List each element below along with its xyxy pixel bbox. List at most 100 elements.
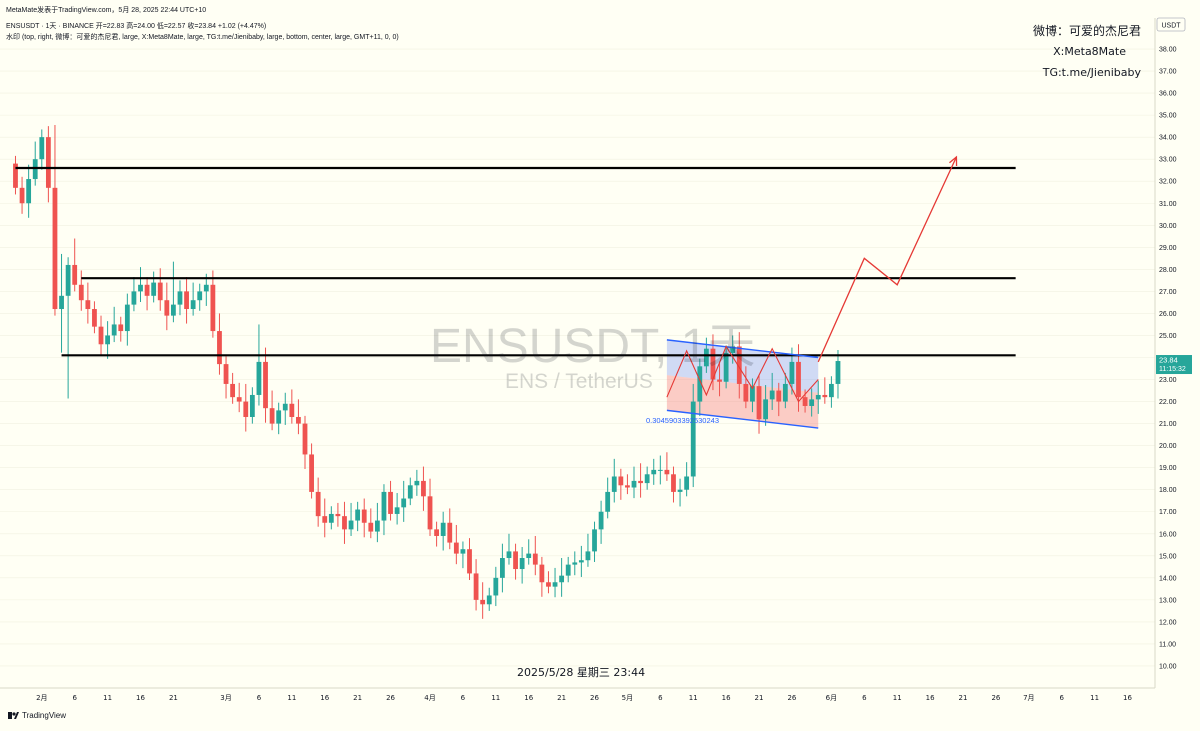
candle-body <box>822 394 828 398</box>
candle-body <box>657 469 663 471</box>
time-tick-label: 6月 <box>826 694 837 702</box>
candle-body <box>625 485 630 488</box>
candle-body <box>342 516 347 530</box>
candle-body <box>434 529 439 536</box>
candle-body <box>217 331 222 365</box>
time-tick-label: 2月 <box>36 694 47 702</box>
channel-lines <box>666 339 819 429</box>
candle-body <box>249 394 255 417</box>
candle-body <box>611 476 617 492</box>
candle-body <box>690 401 696 477</box>
candle-body <box>407 485 413 499</box>
candle-body <box>480 599 486 605</box>
candle-body <box>421 480 426 497</box>
candle-body <box>157 282 163 301</box>
candle-body <box>565 564 571 576</box>
tradingview-logo[interactable]: TradingView <box>8 711 66 720</box>
candle-body <box>302 423 308 455</box>
time-tick-label: 11 <box>491 694 500 702</box>
price-tick-label: 27.00 <box>1159 289 1177 296</box>
projection-arrowhead <box>949 155 958 166</box>
price-tick-label: 23.00 <box>1159 377 1177 384</box>
candle-body <box>124 304 130 332</box>
candle-body <box>743 383 749 402</box>
price-axis[interactable]: 10.00 11.00 12.00 13.00 14.00 15.00 16.00 17.00… <box>1159 47 1177 671</box>
candle-body <box>263 361 268 409</box>
time-tick-label: 16 <box>926 694 935 702</box>
candle-body <box>789 361 795 384</box>
candle-body <box>78 284 84 301</box>
candle-body <box>335 513 341 517</box>
price-tick-label: 25.00 <box>1159 333 1177 340</box>
price-tick-label: 29.00 <box>1159 245 1177 252</box>
candle-body <box>440 522 446 536</box>
candle-body <box>151 282 157 296</box>
time-tick-label: 11 <box>893 694 902 702</box>
candle-body <box>276 410 282 424</box>
currency-label: USDT <box>1161 23 1181 30</box>
zigzag-line <box>666 345 819 403</box>
candle-body <box>513 551 518 570</box>
projection-path <box>817 156 958 363</box>
candle-body <box>552 582 558 587</box>
candle-body <box>644 474 650 484</box>
candle-body <box>118 324 124 332</box>
candle-body <box>388 491 393 514</box>
candle-body <box>39 137 45 160</box>
candle-body <box>730 346 736 354</box>
price-tick-label: 21.00 <box>1159 421 1177 428</box>
time-tick-label: 5月 <box>622 694 633 702</box>
candle-body <box>782 383 788 402</box>
candle-body <box>59 295 64 310</box>
candle-body <box>328 513 334 523</box>
candle-body <box>592 529 597 552</box>
candle-body <box>105 335 110 345</box>
time-tick-label: 6 <box>461 694 466 702</box>
candle-body <box>322 516 328 523</box>
current-price-tag: 23.84 11:15:32 <box>1156 355 1192 375</box>
candle-body <box>539 564 545 583</box>
candle-body <box>368 522 374 532</box>
ohlc-legend: ENSUSDT · 1天 · BINANCE 开=22.83 高=24.00 低… <box>6 23 267 30</box>
candle-body <box>473 573 479 600</box>
price-tick-label: 28.00 <box>1159 267 1177 274</box>
grid <box>0 48 1155 667</box>
price-tick-label: 13.00 <box>1159 597 1177 604</box>
candle-body <box>144 284 150 296</box>
publish-info: MetaMate发表于TradingView.com，5月 28, 2025 2… <box>6 7 207 14</box>
channel-upper-line <box>666 339 819 359</box>
price-tick-label: 14.00 <box>1159 575 1177 582</box>
candle-body <box>309 454 314 492</box>
price-tick-label: 18.00 <box>1159 487 1177 494</box>
candle-body <box>605 491 611 512</box>
candle-body <box>835 361 841 384</box>
price-tick-label: 34.00 <box>1159 135 1177 142</box>
candle-body <box>414 480 420 486</box>
candle-body <box>85 300 91 310</box>
candle-body <box>296 416 301 424</box>
candles <box>13 125 841 619</box>
candle-body <box>703 348 709 367</box>
candle-body <box>361 509 367 523</box>
candle-body <box>763 399 768 420</box>
time-tick-label: 21 <box>353 694 362 702</box>
price-tick-label: 33.00 <box>1159 157 1177 164</box>
candle-body <box>381 491 387 521</box>
candle-body <box>427 496 433 530</box>
time-axis[interactable]: 2月 6 11 16 21 3月 6 11 16 21 26 4月 6 11 16 21 26 5月 6 11 16 21… <box>36 694 1132 702</box>
candle-body <box>223 364 229 384</box>
price-tick-label: 37.00 <box>1159 69 1177 76</box>
candle-body <box>282 403 288 411</box>
price-tick-label: 20.00 <box>1159 443 1177 450</box>
time-tick-label: 26 <box>991 694 1000 702</box>
price-tick-label: 12.00 <box>1159 619 1177 626</box>
time-tick-label: 21 <box>557 694 566 702</box>
time-tick-label: 6 <box>72 694 77 702</box>
time-tick-label: 11 <box>287 694 296 702</box>
zigzag-path <box>666 345 819 403</box>
time-tick-label: 21 <box>959 694 968 702</box>
candle-body <box>374 520 380 532</box>
candle-body <box>184 291 189 310</box>
